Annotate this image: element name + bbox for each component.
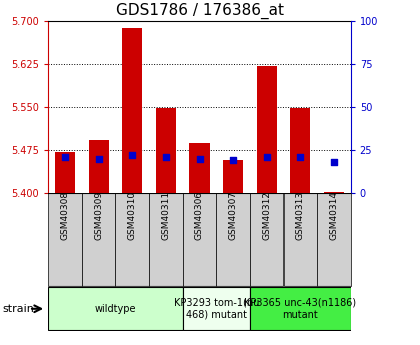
Point <box>297 154 304 160</box>
Bar <box>189 143 210 193</box>
Text: GSM40307: GSM40307 <box>228 191 238 240</box>
Bar <box>317 193 351 286</box>
Point <box>129 152 136 158</box>
Text: GSM40313: GSM40313 <box>296 191 305 240</box>
Bar <box>250 193 284 286</box>
Point <box>95 156 102 161</box>
Point <box>196 156 203 161</box>
Text: GSM40312: GSM40312 <box>262 191 271 240</box>
Bar <box>183 193 216 286</box>
Title: GDS1786 / 176386_at: GDS1786 / 176386_at <box>116 3 284 19</box>
Bar <box>250 287 351 330</box>
Bar <box>149 193 183 286</box>
Bar <box>89 140 109 193</box>
Bar <box>290 108 310 193</box>
Bar <box>324 192 344 193</box>
Bar <box>55 152 75 193</box>
Bar <box>257 66 277 193</box>
Bar <box>116 193 149 286</box>
Bar <box>284 193 317 286</box>
Text: wildtype: wildtype <box>95 304 136 314</box>
Bar <box>156 108 176 193</box>
Bar <box>48 193 82 286</box>
Point <box>163 154 169 160</box>
Bar <box>183 287 250 330</box>
Text: GSM40310: GSM40310 <box>128 191 137 240</box>
Bar <box>216 193 250 286</box>
Text: GSM40308: GSM40308 <box>60 191 70 240</box>
Text: GSM40306: GSM40306 <box>195 191 204 240</box>
Point <box>331 159 337 165</box>
Bar <box>82 193 116 286</box>
Point <box>230 158 236 163</box>
Text: KP3365 unc-43(n1186)
mutant: KP3365 unc-43(n1186) mutant <box>244 298 356 319</box>
Bar <box>48 287 183 330</box>
Text: KP3293 tom-1(nu
468) mutant: KP3293 tom-1(nu 468) mutant <box>173 298 259 319</box>
Text: GSM40309: GSM40309 <box>94 191 103 240</box>
Text: strain: strain <box>2 304 34 314</box>
Text: GSM40314: GSM40314 <box>329 191 339 240</box>
Bar <box>122 28 142 193</box>
Bar <box>223 160 243 193</box>
Point <box>62 154 68 160</box>
Point <box>263 154 270 160</box>
Text: GSM40311: GSM40311 <box>161 191 171 240</box>
